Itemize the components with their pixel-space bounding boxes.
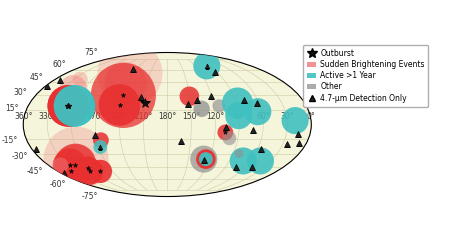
Point [197, 107, 205, 111]
Point [67, 169, 74, 173]
Point [233, 101, 241, 105]
Point [65, 104, 72, 108]
Point [72, 157, 79, 161]
Point [203, 64, 210, 68]
Point [86, 169, 93, 173]
Point [202, 157, 209, 161]
Point [57, 164, 64, 167]
Point [66, 164, 73, 167]
Point [76, 77, 84, 81]
Point [200, 157, 207, 161]
Point [225, 136, 233, 140]
Point [69, 87, 77, 91]
Point [126, 72, 134, 76]
Point [254, 110, 261, 114]
Point [65, 104, 72, 108]
Point [256, 159, 263, 163]
Point [122, 81, 129, 85]
Point [116, 103, 123, 107]
Point [235, 152, 242, 156]
Point [71, 104, 78, 108]
Point [84, 166, 91, 170]
Point [291, 119, 298, 122]
Point [215, 104, 222, 108]
Point [97, 138, 104, 142]
Point [96, 169, 104, 173]
Point [71, 104, 78, 108]
Point [221, 130, 229, 134]
Point [185, 95, 193, 98]
Point [72, 163, 79, 166]
Point [239, 159, 246, 163]
Point [235, 114, 242, 118]
Point [202, 157, 209, 161]
Point [96, 145, 104, 149]
Point [119, 94, 127, 97]
Legend: Outburst, Sudden Brightening Events, Active >1 Year, Other, 4.7-μm Detection Onl: Outburst, Sudden Brightening Events, Act… [302, 45, 427, 107]
